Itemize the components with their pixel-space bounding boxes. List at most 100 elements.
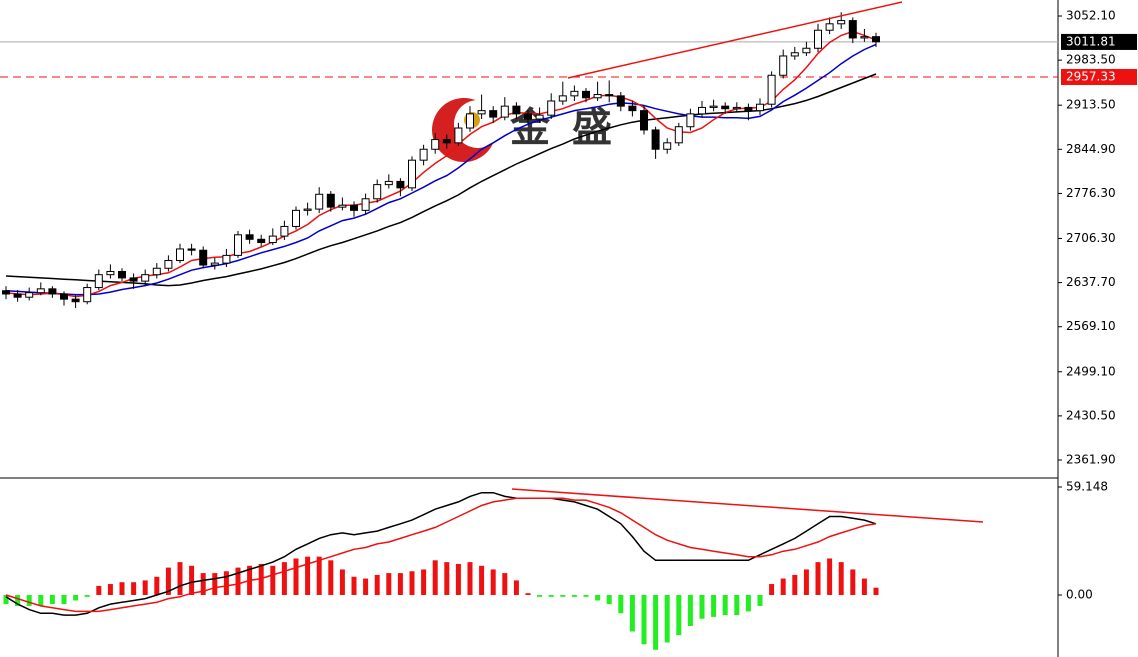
candle-body — [489, 110, 498, 118]
histogram-bar — [548, 594, 554, 597]
histogram-bar — [363, 578, 369, 595]
histogram-bar — [409, 571, 415, 595]
histogram-bar — [316, 556, 322, 595]
candle-body — [640, 110, 648, 131]
histogram-bar — [96, 585, 102, 595]
candle-body — [431, 139, 440, 150]
candle-body — [234, 234, 242, 256]
histogram-bar — [792, 574, 798, 595]
y-tick-label: 2844.90 — [1066, 142, 1116, 156]
candle-body — [152, 267, 161, 276]
candle-body — [210, 262, 219, 266]
histogram-bar — [769, 584, 775, 595]
histogram-bar — [15, 594, 21, 606]
candle-body — [477, 110, 486, 115]
candle-body — [48, 288, 57, 295]
indicator-line — [5, 73, 877, 287]
candle-body — [767, 74, 776, 105]
candle-body — [709, 105, 718, 108]
candle-body — [790, 52, 799, 57]
candle-body — [315, 193, 324, 210]
histogram-bar — [455, 563, 461, 595]
candle-body — [860, 36, 869, 39]
candle-body — [779, 55, 788, 76]
candle-body — [651, 129, 660, 150]
histogram-bar — [107, 584, 113, 595]
histogram-bar — [374, 574, 380, 595]
histogram-bar — [339, 569, 345, 595]
indicator-line — [5, 43, 877, 296]
histogram-bar — [3, 594, 9, 605]
candle-body — [802, 47, 811, 54]
candle-body — [500, 105, 509, 118]
histogram-bar — [873, 587, 879, 595]
candle-body — [872, 36, 880, 43]
histogram-bar — [722, 594, 728, 616]
y-tick-label: 3052.10 — [1066, 9, 1116, 23]
histogram-bar — [200, 573, 206, 595]
histogram-bar — [780, 578, 786, 595]
histogram-bar — [444, 562, 450, 595]
candle-body — [744, 106, 753, 112]
histogram-bar — [490, 569, 496, 595]
candle-body — [837, 20, 846, 25]
logo — [432, 98, 502, 162]
histogram-bar — [850, 569, 856, 595]
candle-body — [338, 204, 347, 208]
y-tick-label: 2913.50 — [1066, 98, 1116, 112]
candle-body — [848, 20, 857, 39]
candle-body — [106, 270, 115, 276]
histogram-bar — [165, 567, 171, 595]
candle-body — [25, 292, 34, 298]
candle-body — [326, 193, 335, 208]
candle-body — [721, 105, 730, 110]
y-tick-label: 2637.70 — [1066, 275, 1116, 289]
histogram-bar — [142, 580, 148, 595]
histogram-bar — [618, 594, 624, 614]
histogram-bar — [212, 573, 218, 595]
histogram-bar — [351, 576, 357, 595]
histogram-bar — [711, 594, 717, 617]
y-tick-label: 2361.90 — [1066, 453, 1116, 467]
candle-body — [628, 105, 637, 112]
histogram-bar — [827, 558, 833, 595]
histogram-bar — [397, 573, 403, 595]
candle-body — [280, 225, 289, 237]
indicator-line — [5, 491, 877, 616]
alert-price-box — [1061, 68, 1137, 85]
histogram-bar — [699, 594, 705, 619]
trend-line — [567, 1, 903, 79]
candle-body — [814, 29, 822, 49]
y-tick-label: 0.00 — [1066, 587, 1093, 601]
y-tick-label: 2983.50 — [1066, 53, 1116, 67]
histogram-bar — [629, 594, 635, 632]
histogram-bar — [386, 573, 392, 595]
histogram-bar — [26, 594, 32, 606]
histogram-bar — [421, 569, 427, 595]
histogram-bar — [189, 565, 195, 595]
candle-body — [94, 274, 103, 289]
histogram-bar — [84, 594, 90, 597]
candle-body — [118, 270, 126, 279]
candle-body — [524, 113, 532, 120]
candle-body — [454, 127, 463, 144]
candle-body — [268, 235, 277, 244]
candle-body — [396, 180, 405, 189]
candle-body — [361, 198, 370, 211]
histogram-bar — [803, 569, 809, 595]
histogram-bar — [757, 594, 763, 606]
candle-body — [686, 113, 695, 128]
y-tick-label: 2776.30 — [1066, 186, 1116, 200]
indicator-line — [5, 30, 877, 298]
histogram-bar — [131, 582, 137, 595]
histogram-bar — [73, 594, 79, 601]
histogram-bar — [687, 594, 693, 627]
histogram-bar — [606, 594, 612, 605]
histogram-bar — [513, 580, 519, 595]
candle-body — [129, 277, 138, 282]
candle-body — [373, 184, 382, 200]
candle-body — [187, 248, 196, 251]
last-price-box — [1061, 33, 1137, 50]
histogram-bar — [49, 594, 55, 605]
indicator-line — [5, 497, 877, 613]
